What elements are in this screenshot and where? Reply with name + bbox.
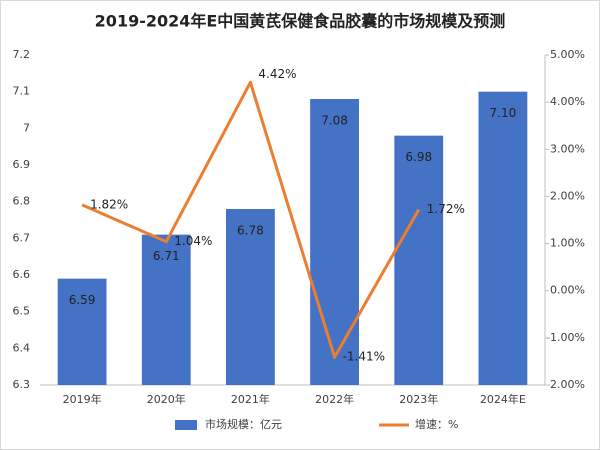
y-tick-label: 7.2 (13, 48, 31, 61)
y2-tick-label: 5.00% (550, 48, 585, 61)
y-tick-label: 6.8 (13, 195, 31, 208)
legend-label: 增速：% (415, 417, 458, 431)
x-tick-label: 2020年 (147, 392, 186, 406)
line-label: -1.41% (343, 350, 385, 364)
y2-tick-label: 3.00% (550, 142, 585, 155)
x-tick-label: 2023年 (399, 392, 438, 406)
bar (141, 234, 191, 385)
y2-tick-label: 0.00% (550, 284, 585, 297)
bar (478, 91, 528, 386)
line (81, 80, 421, 359)
x-tick-label: 2019年 (63, 392, 102, 406)
y2-tick-label: -2.00% (546, 378, 585, 391)
y-tick-label: 7.1 (13, 85, 31, 98)
y2-tick-label: 4.00% (550, 95, 585, 108)
y-tick-label: 6.3 (13, 378, 31, 391)
y-tick-label: 6.9 (13, 158, 31, 171)
y-tick-label: 6.5 (13, 305, 31, 318)
bar-label: 6.78 (237, 224, 264, 238)
x-tick-label: 2024年E (480, 392, 526, 406)
legend-label: 市场规模：亿元 (205, 417, 282, 431)
line-label: 4.42% (258, 67, 296, 81)
bar (310, 99, 359, 385)
line-label: 1.04% (174, 234, 212, 248)
bar-label: 7.10 (490, 106, 517, 120)
x-tick-label: 2022年 (315, 392, 354, 406)
y-tick-label: 6.6 (13, 268, 31, 281)
bar-label: 6.71 (153, 249, 180, 263)
bar-label: 6.98 (405, 150, 432, 164)
bar (226, 209, 275, 385)
y2-tick-label: 1.00% (550, 237, 585, 250)
x-tick-label: 2021年 (231, 392, 270, 406)
bar-label: 7.08 (321, 114, 348, 128)
chart-title: 2019-2024年E中国黄芪保健食品胶囊的市场规模及预测 (95, 12, 506, 31)
y2-tick-label: -1.00% (546, 331, 585, 344)
y2-tick-label: 2.00% (550, 189, 585, 202)
y-tick-label: 7 (23, 121, 30, 134)
line-label: 1.72% (427, 202, 465, 216)
bar (57, 278, 107, 385)
line-label: 1.82% (90, 197, 128, 211)
legend-swatch (175, 420, 197, 430)
bar-label: 6.59 (69, 293, 96, 307)
bar (394, 135, 444, 385)
y-tick-label: 6.4 (13, 341, 31, 354)
y-tick-label: 6.7 (13, 231, 31, 244)
